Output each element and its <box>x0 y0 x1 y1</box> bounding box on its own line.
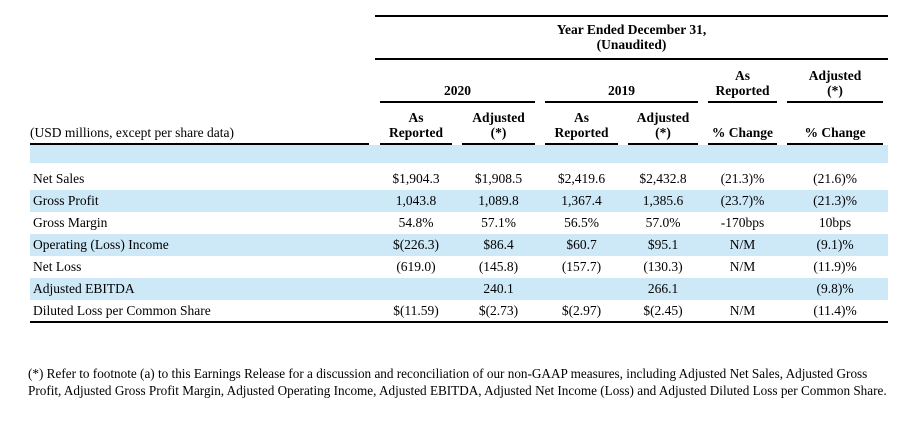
empty-shaded-band <box>30 145 889 163</box>
row-label: Diluted Loss per Common Share <box>30 300 375 323</box>
group-header-row: 2020 2019 As Reported Adjusted (*) <box>30 59 888 103</box>
col-header-2019-adjusted-cell: Adjusted (*) <box>623 103 703 145</box>
col-header-2019-as-reported-cell: As Reported <box>540 103 623 145</box>
cell-2019-as-reported: $60.7 <box>566 237 597 252</box>
spacer-row <box>30 163 889 168</box>
cell-2019-adjusted: $2,432.8 <box>639 171 687 186</box>
cell-as-reported-pct-change <box>703 278 782 300</box>
cell-as-reported-pct-change: (23.7)% <box>720 193 765 208</box>
row-label: Adjusted EBITDA <box>33 281 135 296</box>
table-body: Net Sales $1,904.3 $1,908.5 $2,419.6 $2,… <box>30 145 889 323</box>
sub-header-row: (USD millions, except per share data) As… <box>30 103 888 145</box>
cell-adjusted-pct-change: 10bps <box>818 215 852 230</box>
col-header-as-reported-pct-change-cell: % Change <box>703 103 782 145</box>
table-row: Gross Margin 54.8% 57.1% 56.5% 57.0% -17… <box>30 212 888 234</box>
cell-as-reported-pct-change: N/M <box>729 237 756 252</box>
col-group-adjusted-cell: Adjusted (*) <box>782 59 888 103</box>
cell-2019-as-reported: $2,419.6 <box>557 171 606 186</box>
cell-2020-adjusted: $1,908.5 <box>474 171 523 186</box>
cell-2019-as-reported: 56.5% <box>564 215 599 230</box>
table-row: Net Loss (619.0) (145.8) (157.7) (130.3)… <box>30 256 888 278</box>
group-row-label-spacer <box>30 59 375 103</box>
col-group-2019-cell: 2019 <box>540 59 703 103</box>
cell-adjusted-pct-change: (21.6)% <box>813 171 857 186</box>
cell-2019-adjusted: 266.1 <box>647 281 679 296</box>
table-row: Operating (Loss) Income $(226.3) $86.4 $… <box>30 234 889 256</box>
cell-2019-as-reported: 1,367.4 <box>561 193 602 208</box>
cell-2020-as-reported: $(226.3) <box>392 237 440 252</box>
cell-2019-adjusted: $95.1 <box>647 237 679 252</box>
cell-2019-as-reported <box>540 278 623 300</box>
table-row: Net Sales $1,904.3 $1,908.5 $2,419.6 $2,… <box>30 168 888 190</box>
cell-2020-as-reported: $1,904.3 <box>392 171 440 186</box>
col-group-2020: 2020 <box>380 83 535 103</box>
col-header-2019-as-reported: As Reported <box>545 110 618 145</box>
units-note-cell: (USD millions, except per share data) <box>30 103 375 145</box>
col-group-as-reported-cell: As Reported <box>703 59 782 103</box>
units-note: (USD millions, except per share data) <box>30 125 369 145</box>
table-title-line2: (Unaudited) <box>596 37 667 52</box>
cell-2020-adjusted: 57.1% <box>481 215 516 230</box>
cell-2020-as-reported: 54.8% <box>398 215 434 230</box>
cell-2019-as-reported: (157.7) <box>561 259 602 274</box>
cell-2020-adjusted: $86.4 <box>483 237 514 252</box>
row-label: Net Loss <box>33 259 82 274</box>
col-group-2020-cell: 2020 <box>375 59 540 103</box>
cell-2020-as-reported <box>375 278 457 300</box>
col-group-2019: 2019 <box>545 83 698 103</box>
cell-2019-as-reported: $(2.97) <box>540 300 623 323</box>
title-row-label-spacer <box>30 16 375 59</box>
row-label: Operating (Loss) Income <box>33 237 169 252</box>
cell-2020-as-reported: (619.0) <box>396 259 436 274</box>
col-header-as-reported-pct-change: % Change <box>708 125 777 145</box>
cell-2020-as-reported: 1,043.8 <box>395 193 437 208</box>
col-header-2020-as-reported: As Reported <box>380 110 452 145</box>
cell-as-reported-pct-change: N/M <box>703 300 782 323</box>
cell-as-reported-pct-change: N/M <box>729 259 756 274</box>
cell-adjusted-pct-change: (9.1)% <box>816 237 854 252</box>
cell-2020-adjusted: 240.1 <box>483 281 514 296</box>
cell-2020-adjusted: $(2.73) <box>457 300 540 323</box>
col-header-2020-as-reported-cell: As Reported <box>375 103 457 145</box>
cell-as-reported-pct-change: -170bps <box>720 215 765 230</box>
row-label: Net Sales <box>33 171 85 186</box>
cell-adjusted-pct-change: (9.8)% <box>816 281 854 296</box>
cell-2019-adjusted: 1,385.6 <box>642 193 684 208</box>
table-row: Gross Profit 1,043.8 1,089.8 1,367.4 1,3… <box>30 190 889 212</box>
col-group-adjusted: Adjusted (*) <box>787 68 884 103</box>
row-label: Gross Profit <box>33 193 99 208</box>
table-title: Year Ended December 31, (Unaudited) <box>375 15 889 60</box>
cell-2020-as-reported: $(11.59) <box>375 300 457 323</box>
cell-adjusted-pct-change: (21.3)% <box>813 193 857 208</box>
table-title-line1: Year Ended December 31, <box>556 22 707 37</box>
cell-2019-adjusted: (130.3) <box>643 259 683 274</box>
col-header-2019-adjusted: Adjusted (*) <box>628 110 698 145</box>
cell-adjusted-pct-change: (11.4)% <box>782 300 889 323</box>
cell-2020-adjusted: 1,089.8 <box>478 193 519 208</box>
financial-results-table: Year Ended December 31, (Unaudited) 2020… <box>30 15 889 323</box>
cell-as-reported-pct-change: (21.3)% <box>720 171 765 186</box>
table-row: Adjusted EBITDA 240.1 266.1 (9.8)% <box>30 278 889 300</box>
col-header-adjusted-pct-change-cell: % Change <box>782 103 888 145</box>
cell-adjusted-pct-change: (11.9)% <box>813 259 857 274</box>
col-group-as-reported: As Reported <box>708 68 777 103</box>
cell-2019-adjusted: $(2.45) <box>623 300 703 323</box>
cell-2020-adjusted: (145.8) <box>478 259 519 274</box>
row-label: Gross Margin <box>33 215 108 230</box>
footnote: (*) Refer to footnote (a) to this Earnin… <box>28 366 887 398</box>
table-row: Diluted Loss per Common Share $(11.59) $… <box>30 300 889 323</box>
col-header-2020-adjusted: Adjusted (*) <box>462 110 535 145</box>
cell-2019-adjusted: 57.0% <box>645 215 681 230</box>
col-header-2020-adjusted-cell: Adjusted (*) <box>457 103 540 145</box>
col-header-adjusted-pct-change: % Change <box>787 125 884 145</box>
title-row: Year Ended December 31, (Unaudited) <box>30 15 889 60</box>
